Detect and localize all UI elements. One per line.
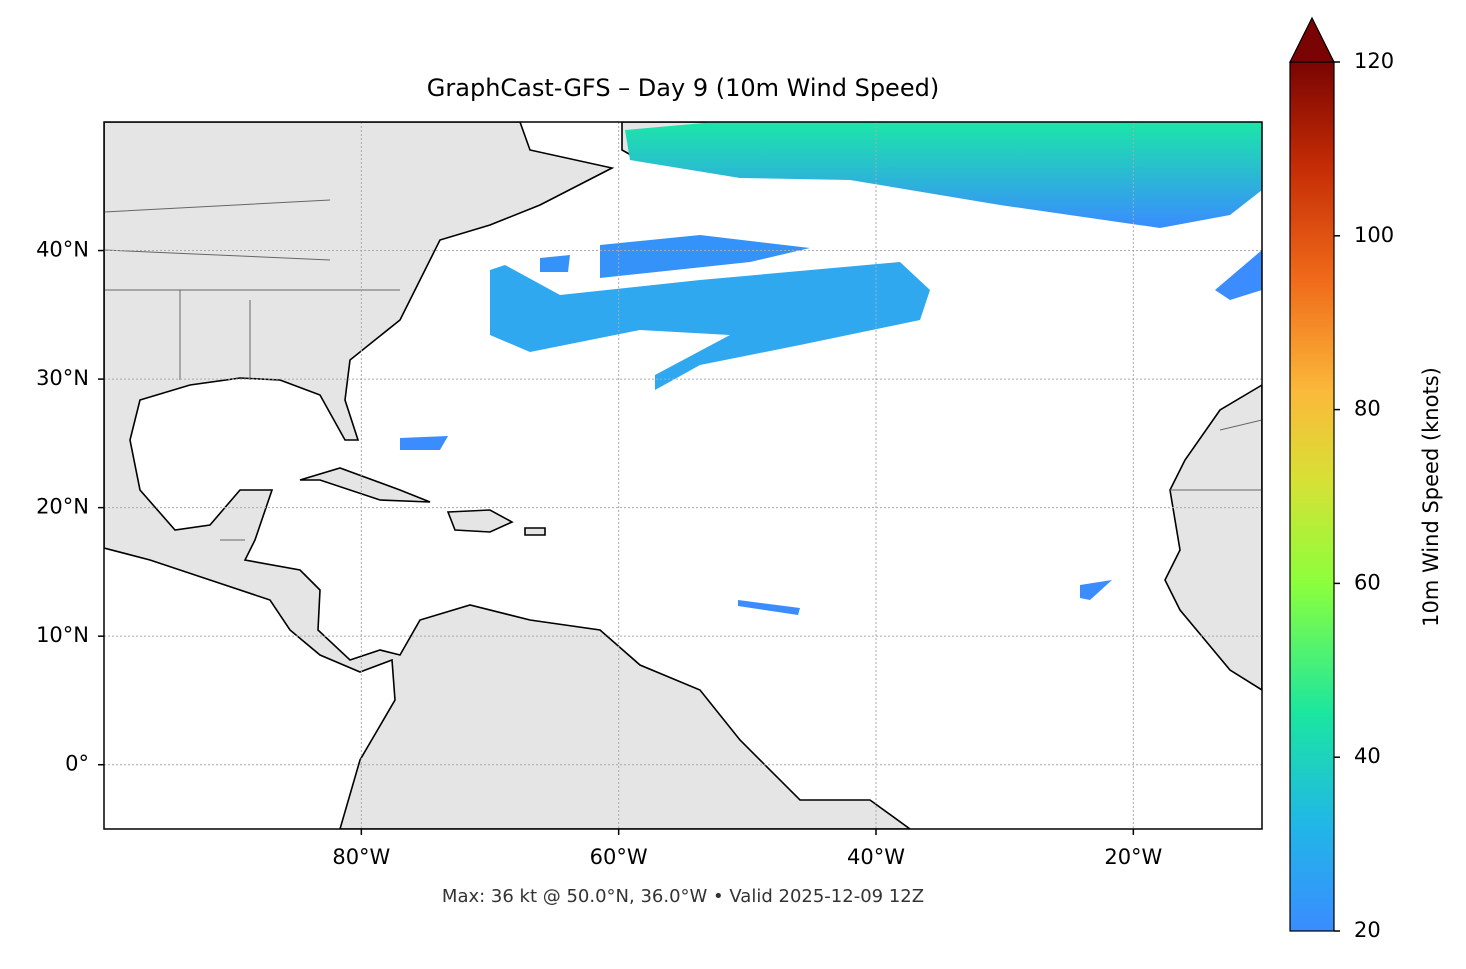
wind-field [400,436,448,450]
land [104,122,912,829]
x-tick-label: 80°W [332,845,390,869]
colorbar-extend [1289,16,1335,63]
wind-field [1080,580,1112,600]
y-tick-label: 40°N [36,238,89,262]
x-tick-label: 20°W [1104,845,1162,869]
x-tick-label: 60°W [590,845,648,869]
chart-title: GraphCast-GFS – Day 9 (10m Wind Speed) [427,74,939,102]
colorbar-tick-label: 20 [1354,918,1381,942]
land [446,509,514,533]
y-tick-label: 20°N [36,495,89,519]
map [104,122,1262,829]
colorbar [1289,61,1335,932]
note: Max: 36 kt @ 50.0°N, 36.0°W • Valid 2025… [442,886,924,907]
colorbar-tick-label: 60 [1354,570,1381,594]
colorbar-tick-label: 100 [1354,223,1394,247]
colorbar-tick-label: 80 [1354,397,1381,421]
land [299,467,431,503]
colorbar-tick-label: 120 [1354,49,1394,73]
wind-field [490,262,930,390]
wind-field [540,255,570,272]
wind-field [738,600,800,615]
map-frame [103,121,1263,830]
grid [104,122,1262,829]
colorbar-label: 10m Wind Speed (knots) [1419,367,1443,627]
wind-field [600,235,810,278]
land [524,527,546,536]
border [104,199,1262,541]
y-tick-label: 0° [65,752,89,776]
x-tick-label: 40°W [847,845,905,869]
wind-field [625,122,1262,228]
y-tick-label: 30°N [36,366,89,390]
wind-field [1215,250,1262,300]
colorbar-tick-label: 40 [1354,744,1381,768]
land [1164,384,1262,691]
y-tick-label: 10°N [36,623,89,647]
